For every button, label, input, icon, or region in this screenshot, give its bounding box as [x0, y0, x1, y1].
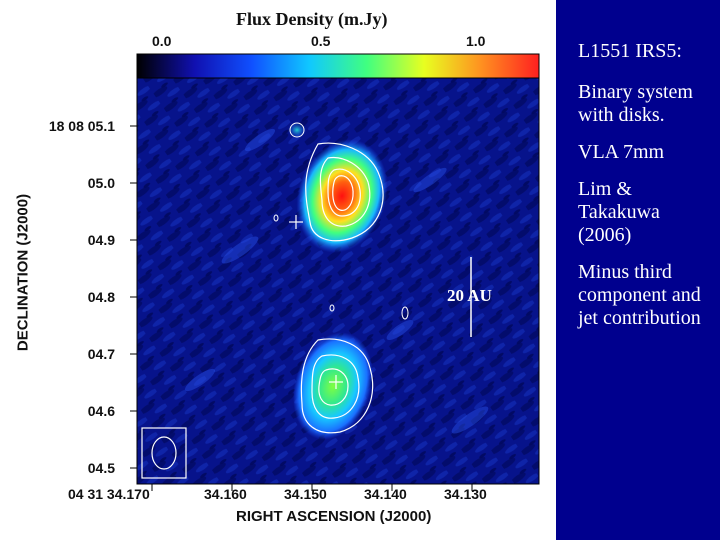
sidebar-paragraph: Lim & Takakuwa (2006): [578, 178, 660, 246]
sidebar-text: L1551 IRS5: Binary system with disks. VL…: [578, 40, 716, 344]
x-axis-label: RIGHT ASCENSION (J2000): [236, 508, 432, 525]
x-tick-label: 04 31 34.170: [68, 486, 150, 502]
y-tick-label: 04.7: [87, 346, 115, 362]
y-tick-label: 04.5: [87, 460, 115, 476]
radio-map-figure: Flux Density (m.Jy) 0.0 0.5 1.0: [14, 9, 540, 525]
map-canvas: [130, 53, 540, 491]
x-tick-label: 34.140: [364, 486, 407, 502]
sidebar-panel: [556, 0, 720, 540]
colorbar-tick-0: 0.0: [152, 33, 172, 49]
x-tick-label: 34.150: [284, 486, 327, 502]
y-tick-label: 04.6: [87, 403, 115, 419]
colorbar: [136, 53, 540, 79]
x-tick-label: 34.130: [444, 486, 487, 502]
sidebar-paragraph: VLA 7mm: [578, 141, 665, 163]
y-axis-ticks: [130, 125, 137, 469]
beam-box: [141, 427, 187, 479]
north-source: [296, 139, 388, 253]
position-markers: [289, 215, 343, 389]
small-contours: [273, 122, 409, 320]
beam-ellipse: [151, 436, 177, 470]
x-tick-label: 34.160: [204, 486, 247, 502]
scale-bar-label: 20 AU: [447, 286, 492, 305]
colorbar-tick-1: 0.5: [311, 33, 331, 49]
south-source: [293, 332, 373, 440]
y-tick-label: 04.8: [87, 289, 115, 305]
sidebar-title: L1551 IRS5:: [578, 40, 682, 62]
x-axis-ticks: [151, 484, 473, 491]
y-axis-label: DECLINATION (J2000): [14, 193, 32, 352]
y-tick-label: 18 08 05.1: [48, 118, 115, 134]
south-contours: [300, 338, 374, 434]
colorbar-title: Flux Density (m.Jy): [236, 9, 388, 29]
small-source: [288, 122, 306, 138]
y-tick-label: 05.0: [87, 175, 115, 191]
north-contours: [305, 142, 384, 242]
sidebar-paragraph: Binary system with disks.: [578, 81, 693, 126]
sidebar-paragraph: Minus third component and jet contributi…: [578, 261, 701, 329]
y-tick-label: 04.9: [87, 232, 115, 248]
map-image: [137, 78, 539, 484]
colorbar-tick-2: 1.0: [466, 33, 486, 49]
